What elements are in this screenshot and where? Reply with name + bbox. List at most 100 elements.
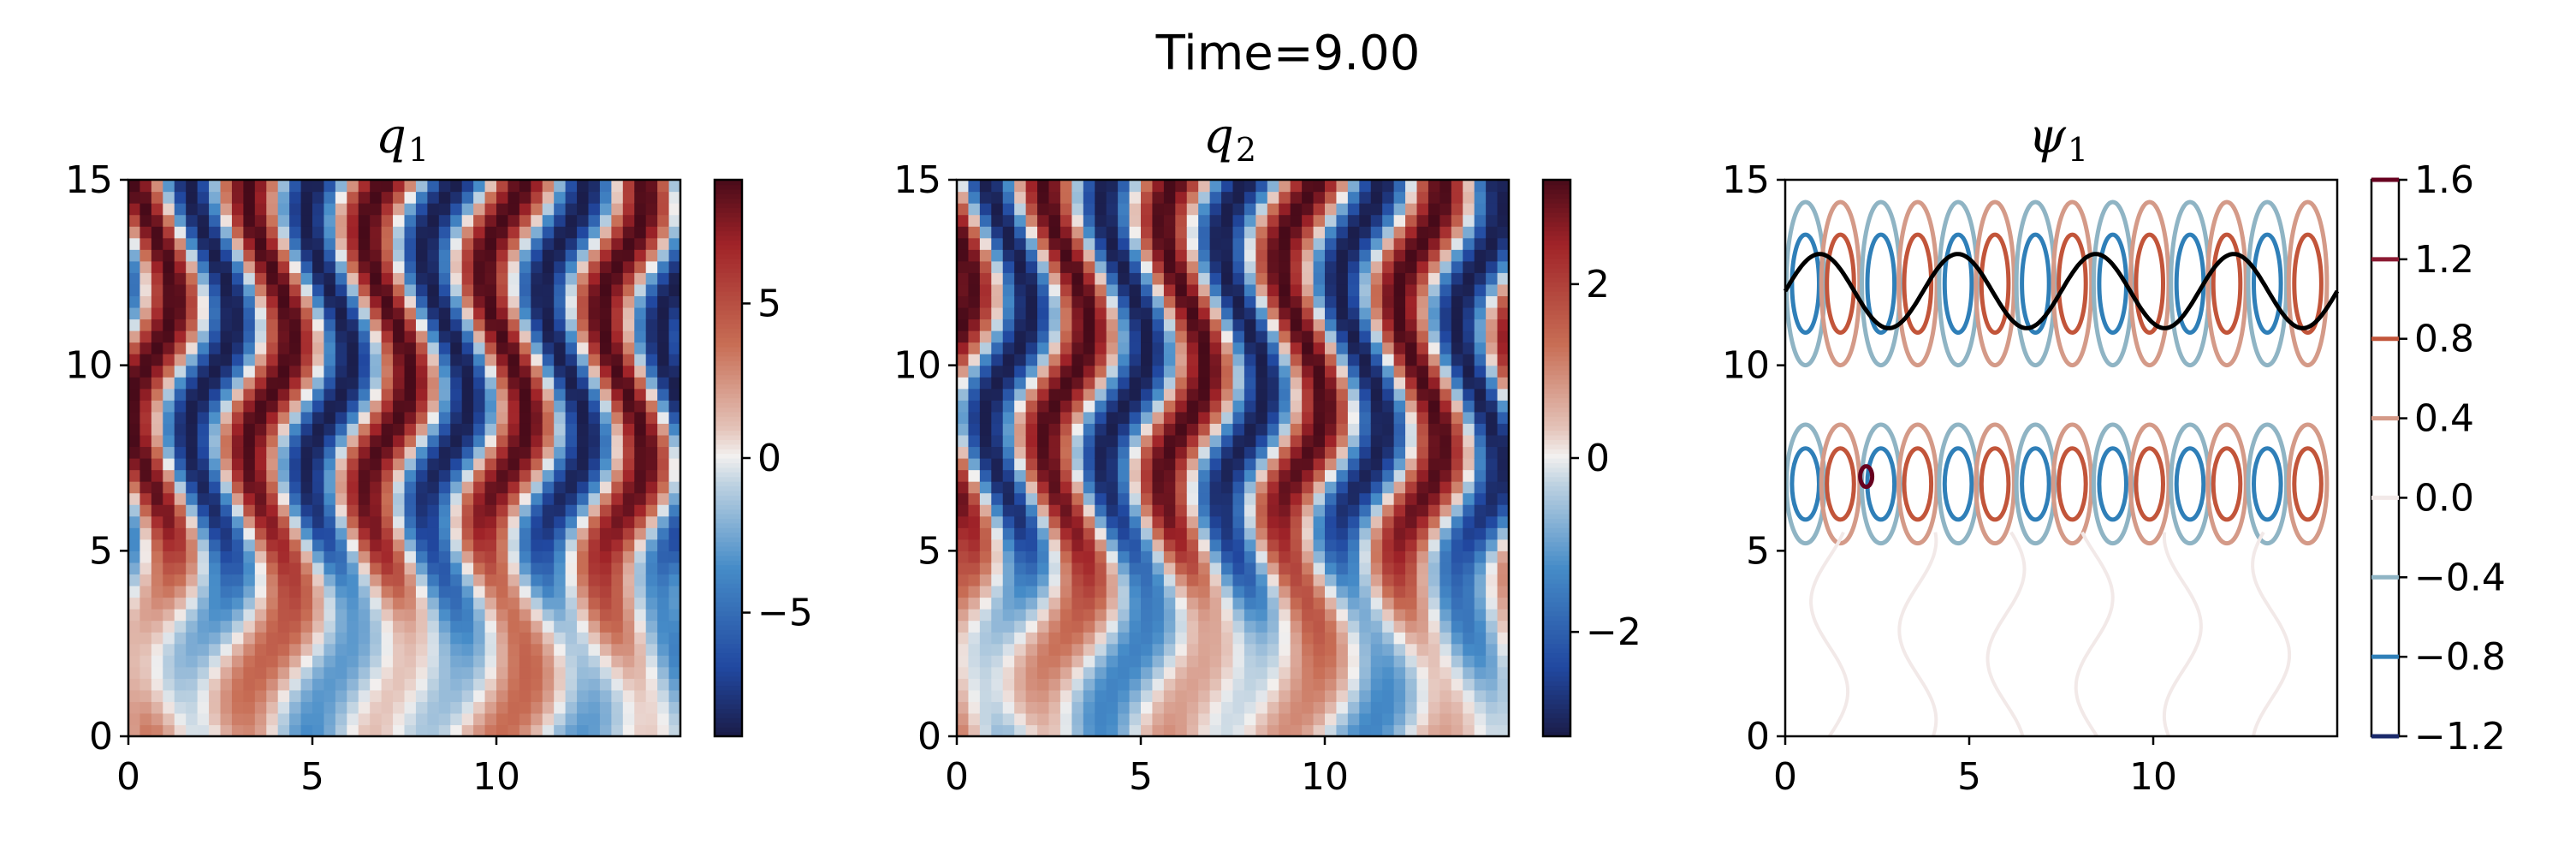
q1-heatmap-cell (209, 504, 222, 517)
q1-heatmap-cell (197, 632, 210, 645)
q1-heatmap-cell (151, 272, 163, 285)
q1-heatmap-cell (266, 550, 279, 563)
q1-heatmap-cell (300, 458, 313, 471)
q1-heatmap-cell (139, 354, 152, 366)
q1-heatmap-cell (151, 330, 163, 343)
q1-heatmap-cell (266, 609, 279, 622)
q1-heatmap-cell (231, 678, 244, 691)
q1-heatmap-cell (312, 527, 325, 540)
q1-heatmap-cell (323, 724, 336, 737)
q1-heatmap-cell (163, 377, 175, 390)
q1-heatmap-cell (243, 539, 256, 551)
q1-heatmap-cell (197, 492, 210, 505)
q1-heatmap-cell (151, 180, 163, 193)
q1-heatmap-cell (323, 550, 336, 563)
q1-heatmap-cell (220, 434, 233, 448)
q1-heatmap-cell (289, 574, 302, 586)
q1-heatmap-cell (289, 203, 302, 216)
q1-heatmap-cell (174, 632, 187, 645)
q1-heatmap-cell (254, 377, 267, 390)
q1-heatmap-cell (151, 504, 163, 517)
q1-heatmap-cell (323, 643, 336, 656)
q1-heatmap-cell (300, 342, 313, 354)
q1-heatmap-cell (243, 678, 256, 691)
q1-heatmap-cell (139, 203, 152, 216)
q1-heatmap-cell (266, 306, 279, 320)
q1-heatmap-cell (323, 400, 336, 413)
q1-heatmap-cell (197, 666, 210, 679)
q1-heatmap-cell (300, 226, 313, 239)
q1-heatmap-cell (300, 655, 313, 668)
q1-heatmap-cell (243, 632, 256, 645)
q1-heatmap-cell (335, 295, 347, 308)
q1-heatmap-cell (323, 678, 336, 691)
q1-heatmap-cell (186, 354, 199, 366)
q1-heatmap-cell (335, 632, 347, 645)
q1-heatmap-cell (197, 585, 210, 598)
q1-heatmap-cell (163, 203, 175, 216)
q1-heatmap-cell (197, 504, 210, 517)
q1-heatmap-cell (163, 411, 175, 424)
q1-heatmap-cell (323, 237, 336, 250)
q1-heatmap-cell (243, 492, 256, 505)
q1-heatmap-cell (254, 620, 267, 633)
q1-heatmap-cell (289, 515, 302, 528)
q1-heatmap-cell (243, 400, 256, 413)
q1-heatmap-cell (186, 585, 199, 598)
q1-heatmap-cell (163, 632, 175, 645)
q1-heatmap-cell (254, 354, 267, 366)
q1-heatmap-cell (186, 237, 199, 250)
q1-heatmap-cell (370, 701, 383, 714)
q1-heatmap-cell (243, 283, 256, 297)
q1-heatmap-cell (128, 620, 141, 633)
q1-heatmap-cell (312, 191, 325, 204)
psi1-contour-line (2174, 446, 2206, 522)
q1-heatmap-cell (220, 458, 233, 471)
q1-heatmap-cell (197, 655, 210, 668)
q1-heatmap-cell (335, 701, 347, 714)
q1-heatmap-cell (163, 400, 175, 413)
q1-heatmap-cell (347, 318, 359, 331)
q1-heatmap-cell (323, 365, 336, 378)
q1-heatmap-cell (358, 678, 371, 691)
q1-heatmap-cell (335, 365, 347, 378)
q1-heatmap-cell (300, 620, 313, 633)
q1-heatmap-cell (243, 701, 256, 714)
q1-heatmap-cell (220, 655, 233, 668)
q1-heatmap-cell (231, 550, 244, 563)
q1-heatmap-cell (151, 226, 163, 239)
q1-heatmap-cell (323, 701, 336, 714)
q1-heatmap-cell (323, 330, 336, 343)
q1-heatmap-cell (163, 539, 175, 551)
psi1-colorbar: 1.61.20.80.40.0−0.4−0.8−1.2 (2370, 158, 2506, 759)
q1-heatmap-cell (186, 260, 199, 273)
q1-heatmap-cell (277, 318, 290, 331)
q1-heatmap-cell (358, 527, 371, 540)
q1-heatmap-cell (277, 180, 290, 193)
q1-heatmap-cell (289, 620, 302, 633)
q1-heatmap-cell (243, 237, 256, 250)
q1-heatmap-cell (197, 330, 210, 343)
q1-heatmap-cell (289, 632, 302, 645)
q1-heatmap-cell (163, 272, 175, 285)
q1-heatmap-cell (358, 411, 371, 424)
q1-heatmap-cell (254, 515, 267, 528)
q1-heatmap-cell (289, 469, 302, 482)
q1-heatmap-cell (243, 306, 256, 320)
q1-heatmap-cell (231, 562, 244, 575)
q1-heatmap-cell (243, 550, 256, 563)
q1-heatmap-cell (358, 191, 371, 204)
q1-heatmap-cell (347, 191, 359, 204)
q1-heatmap-cell (335, 643, 347, 656)
q1-heatmap-cell (347, 214, 359, 227)
q1-heatmap-cell (174, 597, 187, 610)
q1-heatmap-cell (197, 446, 210, 459)
psi1-contour-line (2162, 532, 2203, 736)
q1-heatmap-cell (151, 214, 163, 227)
q1-heatmap-cell (358, 504, 371, 517)
q1-heatmap-cell (254, 400, 267, 413)
q1-heatmap-cell (243, 574, 256, 586)
q1-heatmap-cell (186, 203, 199, 216)
q1-heatmap-cell (323, 191, 336, 204)
q1-heatmap-cell (151, 203, 163, 216)
